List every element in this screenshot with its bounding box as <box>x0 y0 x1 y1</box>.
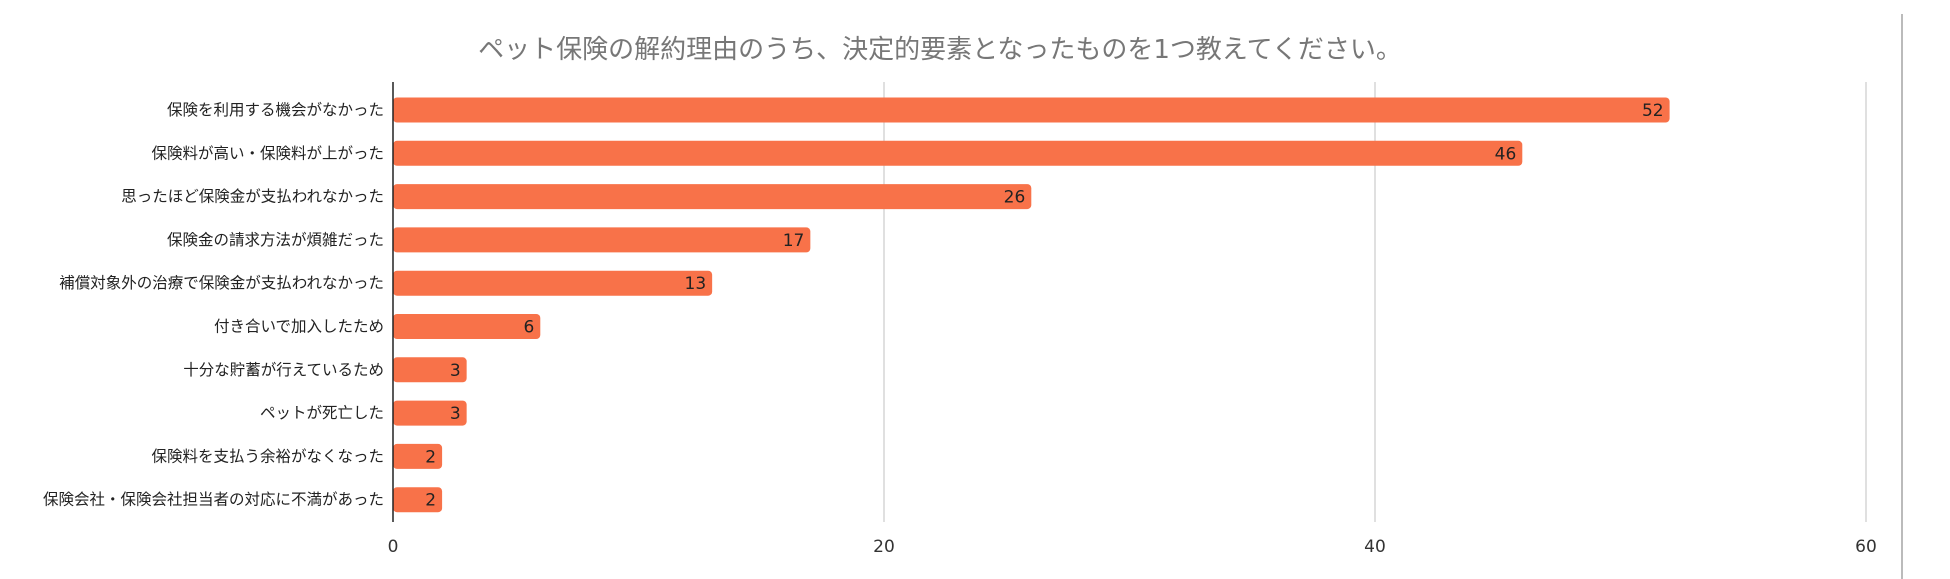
x-tick-label: 40 <box>1364 537 1386 557</box>
category-label: 保険料が高い・保険料が上がった <box>151 144 384 162</box>
category-label: 保険を利用する機会がなかった <box>167 101 384 119</box>
category-label: 思ったほど保険金が支払われなかった <box>121 188 384 206</box>
bar-value-label: 52 <box>1642 101 1664 121</box>
bar-value-label: 2 <box>425 491 436 511</box>
bar-value-label: 17 <box>783 231 805 251</box>
x-tick-label: 20 <box>873 537 895 557</box>
category-label: 保険金の請求方法が煩雑だった <box>167 231 384 249</box>
bar-value-label: 3 <box>450 404 461 424</box>
chart-title: ペット保険の解約理由のうち、決定的要素となったものを1つ教えてください。 <box>478 35 1402 65</box>
bars: 52 46 26 17 13 6 3 3 2 2 <box>393 97 1670 513</box>
bar-value-label: 2 <box>425 447 436 467</box>
bar <box>393 227 811 253</box>
category-label: ペットが死亡した <box>260 404 384 422</box>
bar <box>393 270 713 296</box>
category-label: 十分な貯蓄が行えているため <box>183 361 384 379</box>
category-label: 保険料を支払う余裕がなくなった <box>151 446 384 465</box>
x-tick-label: 0 <box>388 537 399 557</box>
category-label: 付き合いで加入したため <box>214 318 384 336</box>
bar <box>393 443 443 469</box>
bar <box>393 314 541 339</box>
bar <box>393 184 1032 210</box>
x-axis-ticks: 0 20 40 60 <box>388 537 1877 557</box>
bar <box>393 140 1523 166</box>
category-label: 保険会社・保険会社担当者の対応に不満があった <box>43 491 384 509</box>
bar-value-label: 46 <box>1495 144 1517 164</box>
bar <box>393 400 467 426</box>
bar <box>393 97 1670 123</box>
bar-value-label: 6 <box>523 318 534 338</box>
bar-value-label: 26 <box>1004 188 1026 208</box>
category-label: 補償対象外の治療で保険金が支払われなかった <box>59 274 384 292</box>
category-labels: 保険を利用する機会がなかった保険料が高い・保険料が上がった思ったほど保険金が支払… <box>43 101 384 509</box>
bar-value-label: 3 <box>450 361 461 381</box>
x-tick-label: 60 <box>1855 537 1877 557</box>
bar <box>393 357 467 383</box>
bar-value-label: 13 <box>685 274 707 294</box>
bar <box>393 487 443 513</box>
